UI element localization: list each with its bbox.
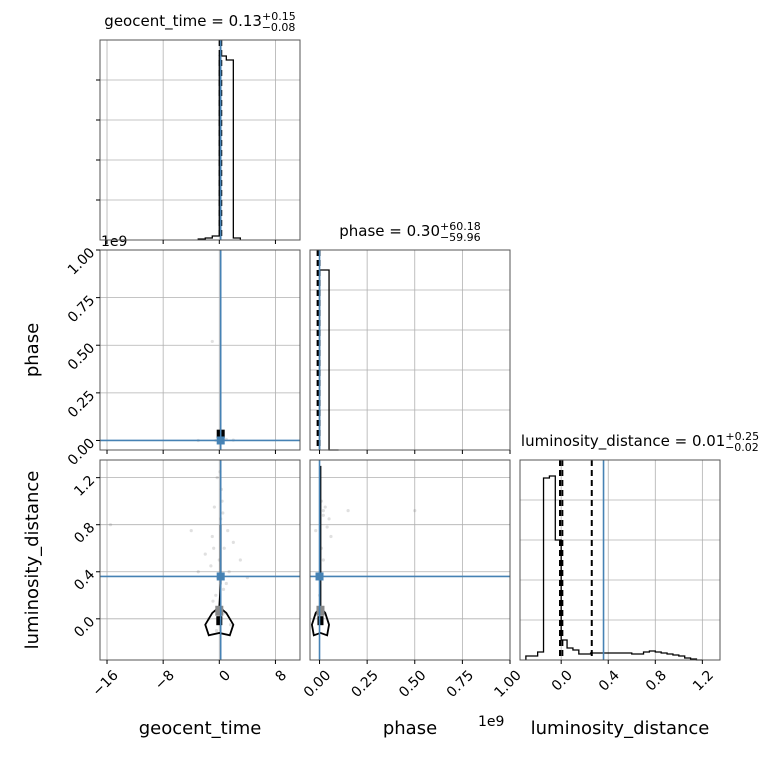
sample-point	[221, 587, 226, 592]
panel-geocent_time-vs-phase	[96, 249, 301, 454]
x-tick-label-geocent_time: −16	[90, 667, 122, 699]
panel-phase-vs-luminosity_distance	[309, 459, 511, 664]
density-block-light	[316, 605, 325, 616]
xlabel-geocent-time: geocent_time	[139, 718, 262, 739]
x-tick-label-luminosity_distance: 0.4	[596, 667, 623, 694]
truth-marker	[216, 572, 225, 581]
y-tick-label-luminosity_distance: 0.8	[71, 520, 98, 547]
sample-point	[214, 628, 219, 633]
x-tick-label-luminosity_distance: 0.0	[549, 667, 576, 694]
sample-point	[238, 558, 242, 562]
sample-point	[325, 525, 329, 529]
truth-marker	[315, 572, 324, 581]
sample-point	[346, 508, 350, 513]
histogram-luminosity_distance	[525, 475, 703, 661]
sample-point	[227, 570, 231, 574]
sample-point	[228, 623, 233, 627]
sample-point	[321, 558, 325, 562]
xlabel-phase: phase	[383, 718, 437, 739]
axes-frame	[309, 249, 511, 451]
sample-point	[221, 511, 225, 515]
density-block-dark	[216, 616, 223, 626]
x-tick-label-phase: 0.75	[444, 667, 477, 700]
axes-frame	[309, 459, 511, 661]
sample-point	[210, 339, 214, 344]
axes-frame	[99, 459, 301, 661]
panel-geocent_time-vs-luminosity_distance	[96, 459, 301, 664]
panel-geocent_time-hist	[96, 39, 301, 244]
sample-point	[413, 508, 417, 513]
ylabel-luminosity-distance: luminosity_distance	[22, 471, 43, 650]
density-contour	[204, 524, 235, 637]
density-contour	[310, 465, 330, 637]
x-tick-label-phase: 0.00	[301, 667, 334, 700]
sample-point	[321, 508, 325, 513]
sample-point	[211, 599, 215, 603]
title-phase: phase = 0.30+60.18 −59.96	[339, 220, 481, 244]
ylabel-phase: phase	[22, 323, 43, 377]
sample-point	[314, 528, 318, 533]
x-tick-label-phase: 0.25	[348, 667, 381, 700]
axes-frame	[519, 459, 721, 661]
panel-phase-hist	[309, 249, 511, 454]
y-tick-label-phase: 0.75	[65, 293, 98, 326]
xlabel-luminosity-distance: luminosity_distance	[531, 718, 710, 739]
x-tick-label-geocent_time: −8	[152, 667, 178, 693]
panel-luminosity_distance-hist	[519, 459, 721, 664]
density-block-light	[215, 605, 224, 616]
x-tick-label-geocent_time: 8	[273, 667, 291, 685]
sample-point	[196, 570, 200, 574]
sample-point	[226, 528, 230, 533]
y-tick-label-phase: 0.25	[65, 388, 98, 421]
sample-point	[108, 523, 113, 527]
y-tick-label-phase: 0.50	[65, 340, 98, 373]
sample-point	[231, 540, 235, 544]
sample-point	[209, 564, 213, 568]
sample-point	[215, 476, 219, 480]
y-tick-label-luminosity_distance: 0.0	[71, 614, 98, 641]
sample-point	[203, 552, 207, 556]
truth-marker	[216, 436, 225, 445]
offset-text-phase-x: 1e9	[478, 714, 504, 730]
y-tick-label-luminosity_distance: 1.2	[71, 473, 98, 500]
sample-point	[210, 534, 214, 539]
sample-point	[189, 528, 193, 533]
title-luminosity-distance: luminosity_distance = 0.01+0.25 −0.02	[521, 430, 759, 454]
sample-point	[329, 534, 333, 539]
sample-point	[224, 581, 228, 586]
y-tick-label-phase: 0.00	[65, 435, 98, 468]
sample-point	[327, 517, 331, 521]
title-geocent-time: geocent_time = 0.13+0.15 −0.08	[104, 10, 295, 34]
x-tick-label-geocent_time: 0	[216, 667, 234, 685]
x-tick-label-luminosity_distance: 1.2	[690, 667, 717, 694]
x-tick-label-phase: 0.50	[396, 667, 429, 700]
sample-point	[212, 546, 216, 550]
x-tick-label-phase: 1.00	[491, 667, 524, 700]
axes-frame	[99, 249, 301, 451]
sample-point	[321, 513, 325, 517]
sample-point	[212, 505, 216, 509]
sample-point	[222, 546, 226, 550]
y-tick-label-phase: 1.00	[65, 245, 98, 278]
histogram-phase	[318, 269, 339, 451]
y-tick-label-luminosity_distance: 0.4	[71, 567, 98, 594]
sample-point	[214, 593, 218, 597]
x-tick-label-luminosity_distance: 0.8	[643, 667, 670, 694]
axes-frame	[99, 39, 301, 241]
density-block-dark	[317, 616, 324, 626]
sample-point	[323, 505, 327, 509]
offset-text-phase-y: 1e9	[101, 234, 127, 250]
